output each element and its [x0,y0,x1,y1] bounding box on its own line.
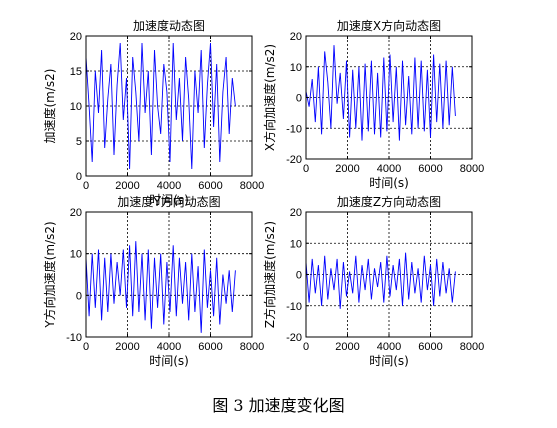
x-tick-label: 8000 [240,341,264,353]
y-axis-label: Y方向加速度(m/s2) [42,221,57,328]
x-tick-label: 4000 [157,180,181,192]
series-line [305,252,456,309]
x-tick-label: 6000 [418,163,442,175]
y-tick-label: 20 [290,207,302,219]
y-tick-label: 0 [296,93,302,105]
x-tick-label: 2000 [115,341,139,353]
y-tick-label: 0 [76,290,82,302]
y-tick-label: 0 [296,270,302,282]
y-tick-label: -20 [286,154,302,166]
y-tick-label: 10 [70,101,82,113]
figure-canvas: 0 2000 4000 6000 800005101520加速度动态图时间(s)加速度(… [42,18,484,368]
y-axis-label: Z方向加速度(m/s2) [262,221,277,328]
y-axis-label: 加速度(m/s2) [42,69,57,144]
series-line [85,241,236,333]
y-axis-label: X方向加速度(m/s2) [262,44,277,151]
x-tick-label: 4000 [377,163,401,175]
x-tick-label: 2000 [335,341,359,353]
x-tick-label: 2000 [335,163,359,175]
x-tick-label: 4000 [377,341,401,353]
series-line [305,45,456,141]
y-tick-label: 20 [290,31,302,43]
y-tick-label: 10 [290,62,302,74]
y-tick-label: 20 [70,207,82,219]
y-tick-label: 15 [70,66,82,78]
subplot-x-acceleration: 0 2000 4000 6000 8000 -20 -10 0 10 20 加速度X方向动态图时间(… [262,18,484,190]
x-tick-label: 6000 [198,180,222,192]
x-axis-label: 时间(s) [369,176,409,190]
y-tick-label: -10 [66,332,82,344]
x-tick-label: 6000 [418,341,442,353]
x-tick-label: 8000 [240,180,264,192]
chart-title: 加速度动态图 [133,18,205,33]
y-tick-label: 20 [70,31,82,43]
x-axis-label: 时间(s) [369,354,409,368]
figure-caption: 图 3 加速度变化图 [212,396,345,415]
y-tick-label: -10 [286,123,302,135]
x-tick-label: 6000 [198,341,222,353]
y-tick-label: 5 [76,136,82,148]
x-tick-label: 2000 [115,180,139,192]
chart-title: 加速度Z方向动态图 [337,194,441,209]
x-tick-label: 0 [83,180,89,192]
chart-title: 加速度Y方向动态图 [117,194,220,209]
plot-frame [85,211,253,338]
x-axis-label: 时间(s) [149,354,189,368]
x-tick-label: 0 [303,341,309,353]
x-tick-label: 4000 [157,341,181,353]
y-tick-label: 0 [76,171,82,183]
x-axis-label: 时间(s) [149,193,189,207]
y-tick-label: -10 [286,301,302,313]
x-tick-label: 0 [83,341,89,353]
x-tick-label: 8000 [460,163,484,175]
series-line [85,42,236,170]
subplot-z-acceleration: 0 2000 4000 6000 8000 -20 -10 0 10 20 加速度Z方向动态图时间(… [262,194,484,368]
y-tick-label: 10 [290,238,302,250]
y-tick-label: -20 [286,332,302,344]
x-tick-label: 8000 [460,341,484,353]
subplot-y-acceleration: 0 2000 4000 6000 8000-1001020加速度Y方向动态图时间(s)Y… [42,194,264,368]
x-tick-label: 0 [303,163,309,175]
y-tick-label: 10 [70,249,82,261]
chart-title: 加速度X方向动态图 [337,18,441,33]
